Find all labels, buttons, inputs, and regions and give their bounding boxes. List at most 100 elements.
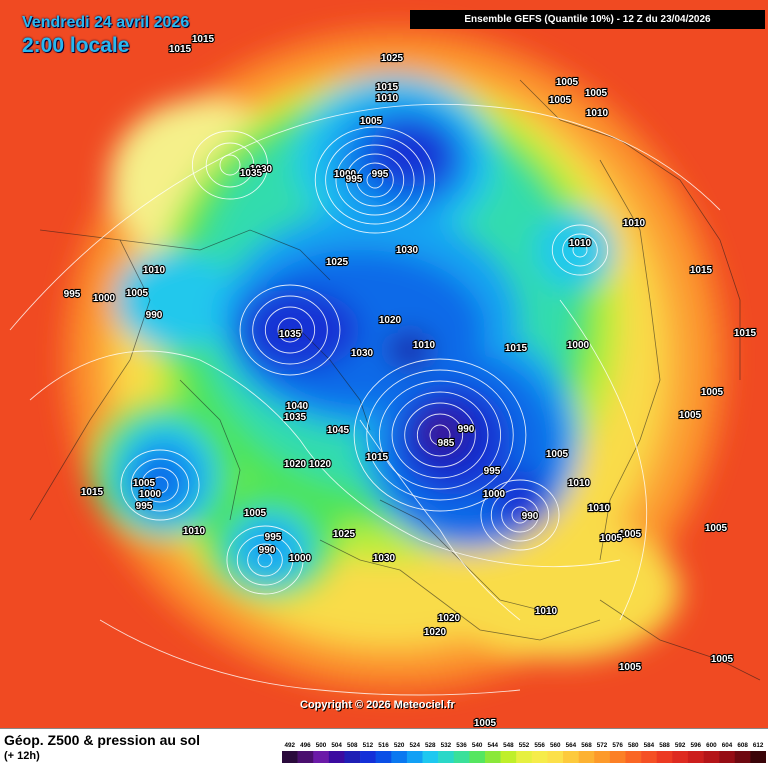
model-run-title: Ensemble GEFS (Quantile 10%) - 12 Z du 2… [410, 10, 765, 29]
pressure-label: 1030 [250, 164, 273, 175]
pressure-label: 1000 [93, 293, 116, 304]
legend-swatch [531, 751, 548, 763]
legend-tick-label: 596 [690, 742, 701, 749]
legend-swatch [344, 751, 361, 763]
forecast-local-time: 2:00 locale [22, 34, 130, 57]
pressure-label: 1045 [327, 425, 350, 436]
legend-swatch [484, 751, 501, 763]
legend-tick-label: 524 [409, 742, 420, 749]
pressure-label: 1010 [586, 108, 609, 119]
pressure-label: 1005 [711, 654, 734, 665]
pressure-label: 1010 [413, 340, 436, 351]
field-blob-blue [134, 452, 186, 508]
legend-swatch [625, 751, 642, 763]
legend-footer: Géop. Z500 & pression au sol (+ 12h) 492… [0, 728, 768, 768]
legend-tick-label: 532 [441, 742, 452, 749]
pressure-label: 1005 [705, 523, 728, 534]
isobar-line [29, 350, 621, 568]
isobar-line [9, 103, 721, 331]
coastline-segment [319, 539, 601, 641]
coastline-segment [559, 119, 741, 380]
legend-tick-label: 548 [503, 742, 514, 749]
legend-tick-label: 544 [488, 742, 499, 749]
legend-swatch [406, 751, 423, 763]
isobar-line [562, 233, 598, 267]
pressure-label: 1010 [535, 606, 558, 617]
pressure-label: 1000 [483, 489, 506, 500]
legend-tick-label: 612 [753, 742, 764, 749]
pressure-label: 995 [484, 466, 501, 477]
pressure-label: 1010 [376, 93, 399, 104]
isobar-line [325, 135, 425, 225]
legend-tick-label: 564 [566, 742, 577, 749]
legend-swatch [360, 751, 376, 763]
field-blob-deep_blue [492, 470, 548, 530]
legend-swatch [734, 751, 751, 763]
pressure-label: 1025 [333, 529, 356, 540]
pressure-label: 1035 [284, 412, 307, 423]
legend-tick-label: 552 [519, 742, 530, 749]
coastlines-borders [29, 79, 761, 681]
pressure-label: 1000 [334, 169, 357, 180]
isobar-line [120, 449, 200, 521]
pressure-label: 995 [372, 169, 389, 180]
pressure-label: 1015 [366, 452, 389, 463]
isobar-line [236, 534, 294, 586]
legend-tick-label: 496 [300, 742, 311, 749]
legend-swatch [422, 751, 439, 763]
isobar-line [480, 479, 560, 551]
pressure-label: 1020 [379, 315, 402, 326]
pressure-label: 1015 [376, 82, 399, 93]
pressure-label: 1030 [396, 245, 419, 256]
isobar-line [429, 424, 451, 446]
pressure-label: 1020 [309, 459, 332, 470]
legend-tick-label: 580 [628, 742, 639, 749]
legend-swatch [719, 751, 736, 763]
isobar-line [252, 295, 328, 365]
pressure-label: 1010 [143, 265, 166, 276]
pressure-label: 1025 [326, 257, 349, 268]
pressure-label: 1005 [701, 387, 724, 398]
pressure-label: 1035 [240, 168, 263, 179]
legend-tick-label: 516 [378, 742, 389, 749]
coastline-segment [179, 379, 241, 521]
pressure-label: 1030 [373, 553, 396, 564]
isobar-line [247, 543, 283, 577]
legend-swatch [563, 751, 579, 763]
pressure-label: 1030 [351, 348, 374, 359]
legend-tick-label: 588 [659, 742, 670, 749]
isobar-line [490, 488, 550, 542]
legend-swatch [297, 751, 314, 763]
legend-tick-label: 600 [706, 742, 717, 749]
legend-tick-label: 528 [425, 742, 436, 749]
legend-swatch [313, 751, 330, 763]
pressure-label: 1005 [244, 508, 267, 519]
legend-swatch [750, 751, 766, 763]
legend-swatch [641, 751, 658, 763]
field-blob-navy [388, 332, 432, 368]
legend-swatch [328, 751, 345, 763]
pressure-labels: 1015101510251015101010051005100510101005… [63, 33, 758, 728]
field-blob-cyan [535, 210, 615, 290]
pressure-label: 990 [146, 310, 163, 321]
pressure-label: 1015 [690, 265, 713, 276]
legend-swatch [438, 751, 455, 763]
pressure-label: 990 [522, 511, 539, 522]
forecast-lead-time: (+ 12h) [4, 750, 40, 762]
copyright-notice: Copyright © 2026 Meteociel.fr [300, 699, 455, 711]
legend-swatch [656, 751, 673, 763]
isobar-line [239, 284, 341, 376]
pressure-label: 1015 [169, 44, 192, 55]
legend-swatch [516, 751, 533, 763]
pressure-label: 1005 [549, 95, 572, 106]
pressure-label: 1020 [438, 613, 461, 624]
legend-swatch [500, 751, 517, 763]
forecast-date: Vendredi 24 avril 2026 [22, 14, 190, 31]
legend-tick-label: 608 [737, 742, 748, 749]
isobar-line [191, 130, 269, 200]
geopotential-color-field [0, 0, 768, 728]
legend-swatch [609, 751, 626, 763]
isobar-line [151, 476, 169, 494]
field-blob-yellow [440, 520, 680, 660]
